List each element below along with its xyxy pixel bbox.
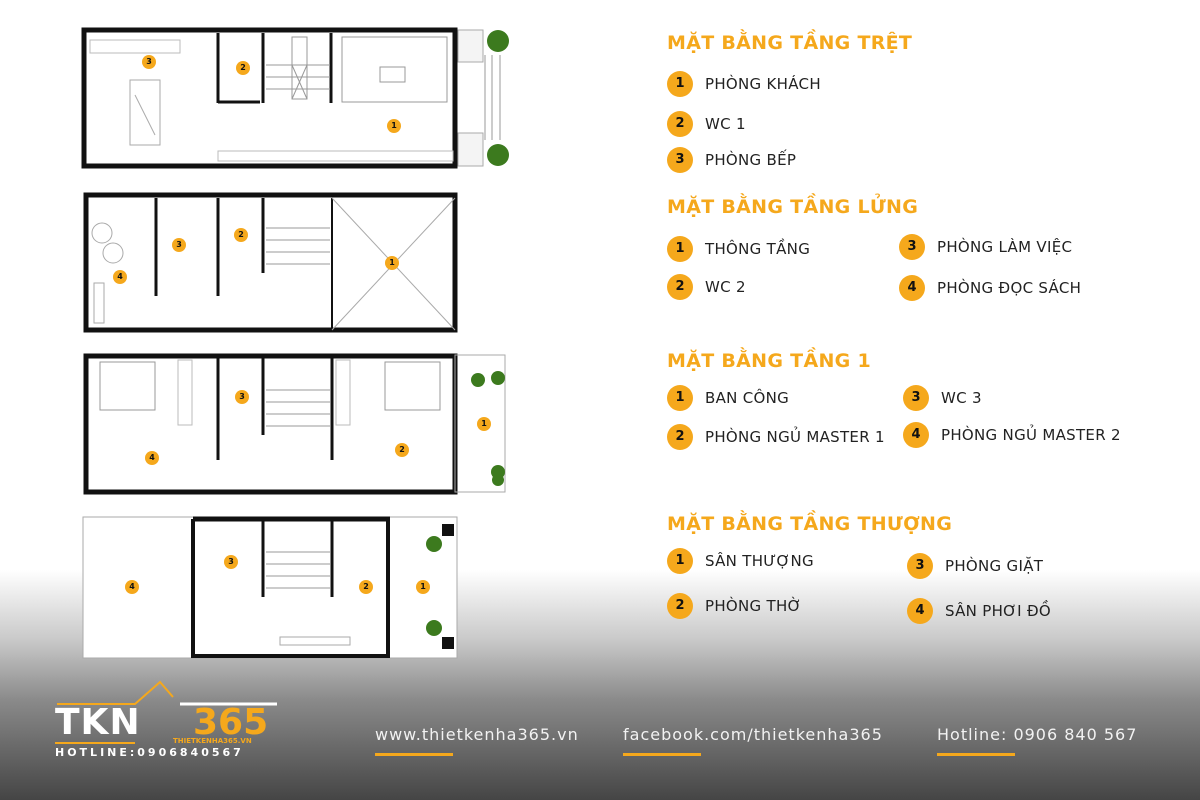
logo-text: TKN — [55, 702, 141, 743]
plan4-marker-1: 1 — [416, 580, 430, 594]
legend-label: BAN CÔNG — [705, 389, 790, 407]
legend-item: 4 SÂN PHƠI ĐỒ — [907, 598, 1051, 624]
legend-item: 1 BAN CÔNG — [667, 385, 789, 411]
legend-item: 3 PHÒNG GIẶT — [907, 553, 1043, 579]
number-badge: 1 — [667, 71, 693, 97]
facebook-link[interactable]: facebook.com/thietkenha365 — [623, 725, 883, 744]
floor-plan-mezzanine — [83, 192, 458, 333]
legend-label: PHÒNG LÀM VIỆC — [937, 238, 1073, 256]
legend-item: 4 PHÒNG NGỦ MASTER 2 — [903, 422, 1121, 448]
legend-label: WC 1 — [705, 115, 746, 133]
plan4-marker-2: 2 — [359, 580, 373, 594]
legend-item: 2 PHÒNG NGỦ MASTER 1 — [667, 424, 885, 450]
legend-item: 2 PHÒNG THỜ — [667, 593, 802, 619]
number-badge: 1 — [667, 548, 693, 574]
section-title-mezzanine: MẶT BẰNG TẦNG LỬNG — [667, 196, 919, 218]
divider — [937, 753, 1015, 756]
legend-item: 1 SÂN THƯỢNG — [667, 548, 814, 574]
number-badge: 4 — [907, 598, 933, 624]
number-badge: 1 — [667, 385, 693, 411]
plan3-marker-4: 4 — [145, 451, 159, 465]
hotline-link[interactable]: Hotline: 0906 840 567 — [937, 725, 1138, 744]
divider — [375, 753, 453, 756]
logo-number: 365 — [193, 702, 269, 743]
legend-item: 4 PHÒNG ĐỌC SÁCH — [899, 275, 1081, 301]
house-roof-icon — [57, 680, 277, 706]
legend-label: SÂN PHƠI ĐỒ — [945, 602, 1051, 620]
number-badge: 3 — [899, 234, 925, 260]
floor-plan-ground — [81, 27, 509, 169]
number-badge: 3 — [903, 385, 929, 411]
legend-item: 3 PHÒNG LÀM VIỆC — [899, 234, 1072, 260]
plan3-marker-3: 3 — [235, 390, 249, 404]
legend-label: WC 2 — [705, 278, 746, 296]
tree-icon — [487, 30, 509, 52]
website-link[interactable]: www.thietkenha365.vn — [375, 725, 579, 744]
plan4-marker-3: 3 — [224, 555, 238, 569]
legend-item: 2 WC 2 — [667, 274, 746, 300]
plan2-marker-3: 3 — [172, 238, 186, 252]
plan1-marker-1: 1 — [387, 119, 401, 133]
plan2-marker-1: 1 — [385, 256, 399, 270]
number-badge: 3 — [667, 147, 693, 173]
legend-label: PHÒNG BẾP — [705, 151, 797, 169]
legend-label: WC 3 — [941, 389, 982, 407]
legend-item: 1 THÔNG TẦNG — [667, 236, 810, 262]
legend-label: SÂN THƯỢNG — [705, 552, 814, 570]
floor-plan-roof — [82, 516, 458, 659]
floor-plan-first — [83, 353, 506, 495]
section-title-roof: MẶT BẰNG TẦNG THƯỢNG — [667, 513, 953, 535]
number-badge: 1 — [667, 236, 693, 262]
plan1-marker-2: 2 — [236, 61, 250, 75]
section-title-ground: MẶT BẰNG TẦNG TRỆT — [667, 32, 913, 54]
number-badge: 3 — [907, 553, 933, 579]
plan3-marker-1: 1 — [477, 417, 491, 431]
legend-label: PHÒNG ĐỌC SÁCH — [937, 279, 1082, 297]
number-badge: 2 — [667, 274, 693, 300]
logo-hotline: HOTLINE:0906840567 — [55, 746, 244, 759]
legend-item: 3 WC 3 — [903, 385, 982, 411]
legend-item: 3 PHÒNG BẾP — [667, 147, 796, 173]
plan4-marker-4: 4 — [125, 580, 139, 594]
plan2-marker-4: 4 — [113, 270, 127, 284]
legend-label: PHÒNG NGỦ MASTER 2 — [941, 426, 1121, 444]
number-badge: 4 — [899, 275, 925, 301]
legend-label: THÔNG TẦNG — [705, 240, 811, 258]
divider — [623, 753, 701, 756]
legend-label: PHÒNG NGỦ MASTER 1 — [705, 428, 885, 446]
plan3-marker-2: 2 — [395, 443, 409, 457]
logo: TKN 365 THIETKENHA365.VN HOTLINE:0906840… — [55, 672, 285, 762]
section-title-first-floor: MẶT BẰNG TẦNG 1 — [667, 350, 871, 372]
legend-item: 1 PHÒNG KHÁCH — [667, 71, 821, 97]
legend-item: 2 WC 1 — [667, 111, 746, 137]
logo-site: THIETKENHA365.VN — [173, 737, 252, 745]
legend-label: PHÒNG GIẶT — [945, 557, 1044, 575]
plan2-marker-2: 2 — [234, 228, 248, 242]
number-badge: 4 — [903, 422, 929, 448]
plan1-marker-3: 3 — [142, 55, 156, 69]
number-badge: 2 — [667, 424, 693, 450]
number-badge: 2 — [667, 593, 693, 619]
legend-label: PHÒNG THỜ — [705, 597, 802, 615]
legend-label: PHÒNG KHÁCH — [705, 75, 821, 93]
number-badge: 2 — [667, 111, 693, 137]
tree-icon — [487, 144, 509, 166]
